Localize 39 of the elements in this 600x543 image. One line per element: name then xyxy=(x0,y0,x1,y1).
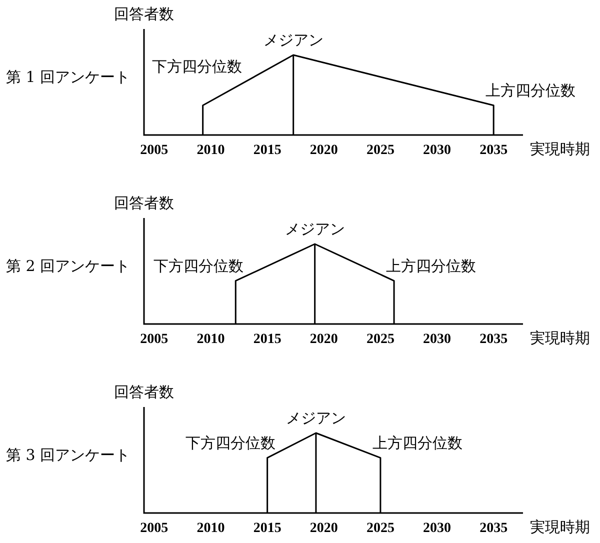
annotation: 下方四分位数 xyxy=(185,434,276,452)
annotation: メジアン xyxy=(284,220,345,238)
x-axis-title: 実現時期 xyxy=(530,329,590,347)
annotation: 上方四分位数 xyxy=(372,434,462,452)
x-tick-label: 2025 xyxy=(366,143,394,158)
y-axis-title: 回答者数 xyxy=(114,383,174,401)
text: 第 3 回アンケート xyxy=(6,446,130,464)
annotation: 下方四分位数 xyxy=(152,57,242,76)
x-tick-label: 2035 xyxy=(480,521,508,536)
x-tick-label: 2035 xyxy=(480,332,508,347)
x-tick-label: 2020 xyxy=(310,143,338,158)
x-tick-label: 2010 xyxy=(196,332,225,347)
x-tick-label: 2020 xyxy=(310,521,338,536)
x-tick-label: 2010 xyxy=(196,521,225,536)
x-tick-label: 2010 xyxy=(196,143,225,158)
x-tick-label: 2015 xyxy=(253,332,282,347)
text: 第 2 回アンケート xyxy=(6,257,130,275)
x-tick-label: 2005 xyxy=(140,332,168,347)
x-tick-label: 2025 xyxy=(366,332,394,347)
x-tick-label: 2005 xyxy=(140,521,168,536)
x-tick-label: 2035 xyxy=(480,143,508,158)
x-tick-label: 2030 xyxy=(423,521,452,536)
annotation: メジアン xyxy=(286,409,346,427)
x-tick-label: 2020 xyxy=(310,332,338,347)
x-tick-label: 2025 xyxy=(366,521,394,536)
annotation: 上方四分位数 xyxy=(486,81,576,100)
x-axis-title: 実現時期 xyxy=(530,518,590,536)
y-axis-title: 回答者数 xyxy=(114,5,174,23)
annotation: メジアン xyxy=(263,31,324,49)
x-tick-label: 2005 xyxy=(140,143,168,158)
x-tick-label: 2015 xyxy=(253,521,282,536)
x-tick-label: 2030 xyxy=(423,332,452,347)
annotation: 下方四分位数 xyxy=(154,256,244,275)
x-tick-label: 2030 xyxy=(423,143,452,158)
y-axis-title: 回答者数 xyxy=(114,194,174,212)
x-tick-label: 2015 xyxy=(253,143,282,158)
annotation: 上方四分位数 xyxy=(386,256,476,275)
text: 第 1 回アンケート xyxy=(6,68,130,86)
x-axis-title: 実現時期 xyxy=(530,140,590,158)
